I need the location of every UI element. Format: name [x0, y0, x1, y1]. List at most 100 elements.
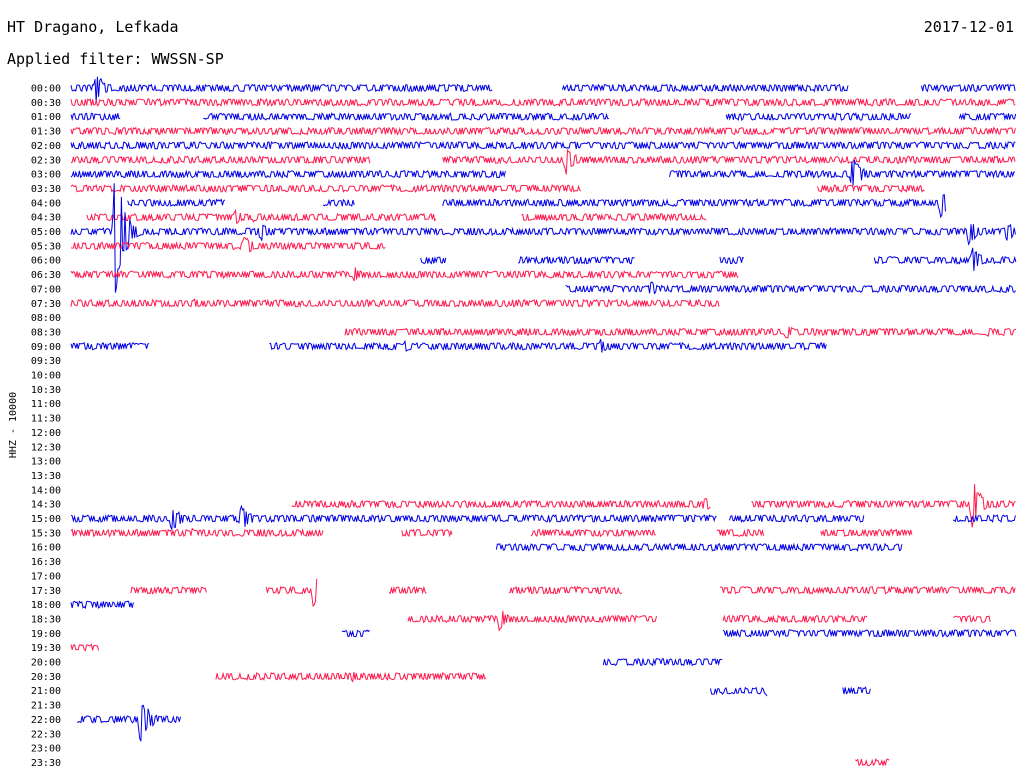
row-label: 08:00 [31, 313, 61, 324]
trace-segment [76, 704, 181, 742]
trace-segment [70, 527, 324, 538]
trace-segment [921, 83, 1016, 93]
trace-segment [820, 528, 913, 538]
row-label: 08:30 [31, 327, 61, 338]
row-label: 18:00 [31, 600, 61, 611]
trace-segment [420, 256, 447, 265]
row-label: 18:30 [31, 614, 61, 625]
trace-segment [70, 298, 720, 308]
row-label: 04:30 [31, 213, 61, 224]
trace-segment [70, 169, 506, 179]
trace-segment [873, 247, 1017, 271]
trace-segment [269, 339, 827, 353]
station-title: HT Dragano, Lefkada [7, 18, 179, 36]
trace-segment [495, 542, 903, 552]
trace-segment [728, 514, 865, 523]
row-label: 00:30 [31, 98, 61, 109]
row-label: 19:30 [31, 643, 61, 654]
trace-segment [70, 97, 1016, 107]
trace-segment [322, 198, 355, 207]
trace-segment [291, 497, 711, 510]
trace-segment [70, 112, 121, 121]
trace-segment [86, 208, 437, 225]
trace-segment [70, 140, 1016, 151]
trace-segment [722, 628, 1017, 639]
trace-segment [70, 76, 493, 103]
row-label: 03:00 [31, 170, 61, 181]
trace-segment [127, 198, 226, 207]
row-label: 09:30 [31, 356, 61, 367]
trace-segment [561, 83, 849, 93]
row-label: 23:00 [31, 744, 61, 755]
date-label: 2017-12-01 [923, 18, 1014, 36]
trace-segment [442, 148, 1016, 175]
trace-segment [508, 585, 622, 595]
row-label: 06:30 [31, 270, 61, 281]
trace-segment [70, 183, 1016, 293]
row-label: 02:30 [31, 155, 61, 166]
trace-segment [70, 155, 371, 165]
trace-segment [70, 126, 1016, 136]
trace-segment [203, 112, 609, 122]
row-label: 21:00 [31, 686, 61, 697]
row-label: 16:00 [31, 543, 61, 554]
row-label: 11:00 [31, 399, 61, 410]
trace-segment [725, 112, 912, 122]
row-label: 11:30 [31, 414, 61, 425]
row-label: 22:00 [31, 715, 61, 726]
row-label: 10:00 [31, 371, 61, 382]
row-label: 01:00 [31, 112, 61, 123]
trace-segment [70, 237, 386, 253]
row-labels: 00:00 00:30 01:00 01:30 02:00 02:30 03:00 03:30… [31, 84, 61, 769]
row-label: 17:30 [31, 586, 61, 597]
row-label: 05:30 [31, 241, 61, 252]
row-label: 23:30 [31, 758, 61, 769]
trace-segment [817, 184, 925, 193]
filter-label: Applied filter: WWSSN-SP [7, 50, 224, 68]
row-label: 22:30 [31, 729, 61, 740]
row-label: 10:30 [31, 385, 61, 396]
row-label: 16:30 [31, 557, 61, 568]
row-label: 06:00 [31, 256, 61, 267]
trace-segment [719, 585, 1016, 595]
trace-segment [442, 194, 946, 219]
trace-segment [530, 528, 656, 538]
trace-segment [521, 212, 707, 222]
trace-segment [716, 528, 765, 537]
row-label: 00:00 [31, 84, 61, 95]
trace-segment [722, 614, 868, 624]
trace-segment [401, 528, 453, 538]
row-label: 20:30 [31, 672, 61, 683]
row-label: 15:30 [31, 528, 61, 539]
row-label: 03:30 [31, 184, 61, 195]
trace-segment [265, 578, 318, 607]
y-axis-label: HHZ - 10000 [8, 392, 19, 458]
row-label: 13:30 [31, 471, 61, 482]
row-label: 15:00 [31, 514, 61, 525]
row-label: 01:30 [31, 127, 61, 138]
trace-segment [70, 600, 134, 610]
row-label: 14:00 [31, 485, 61, 496]
row-label: 12:00 [31, 428, 61, 439]
row-label: 12:30 [31, 442, 61, 453]
trace-segment [602, 657, 723, 667]
row-label: 07:30 [31, 299, 61, 310]
row-label: 17:00 [31, 571, 61, 582]
trace-segment [130, 585, 207, 595]
trace-segment [952, 615, 991, 624]
trace-segment [344, 326, 1016, 339]
row-label: 21:30 [31, 701, 61, 712]
row-label: 20:00 [31, 658, 61, 669]
row-label: 14:30 [31, 500, 61, 511]
trace-segment [565, 281, 1017, 295]
trace-segment [70, 183, 582, 194]
trace-segment [407, 610, 657, 632]
row-label: 07:00 [31, 284, 61, 295]
row-label: 19:00 [31, 629, 61, 640]
trace-segment [958, 112, 1017, 121]
trace-segment [70, 643, 100, 652]
row-label: 02:00 [31, 141, 61, 152]
trace-segment [952, 514, 1016, 524]
trace-segment [669, 159, 1016, 186]
